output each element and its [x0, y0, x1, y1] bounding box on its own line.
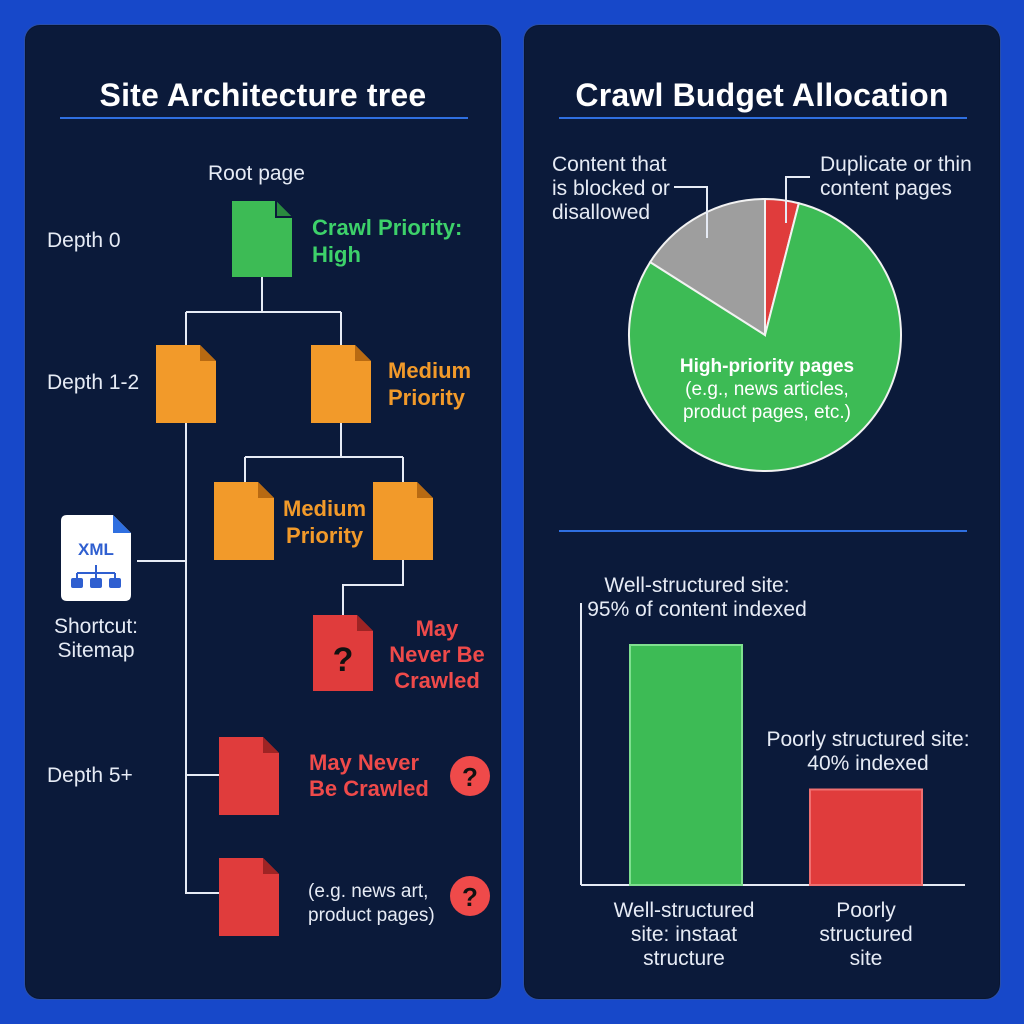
- bar-poorly-structured: [809, 788, 923, 886]
- depth-5-plus-label: Depth 5+: [47, 764, 133, 787]
- question-circle-icon: ?: [450, 876, 490, 916]
- pie-label-blocked: Content that is blocked or disallowed: [552, 153, 670, 224]
- xml-sitemap-icon: XML: [61, 515, 131, 601]
- root-page-label: Root page: [208, 162, 305, 185]
- tree-connectors: [137, 277, 404, 894]
- depth5-doc-icon-2: [219, 858, 279, 936]
- priority-high-label: Crawl Priority: High: [312, 215, 463, 267]
- pie-leader-lines: [674, 176, 810, 238]
- root-page-doc-icon: [232, 201, 292, 277]
- depth-0-label: Depth 0: [47, 229, 121, 252]
- depth5-doc-icon-1: [219, 737, 279, 815]
- tree-title: Site Architecture tree: [99, 77, 427, 113]
- depth1-right-doc-icon: [311, 345, 371, 423]
- pie-slice-high-priority: [628, 202, 902, 472]
- indexing-bar-chart: [580, 603, 965, 886]
- svg-text:?: ?: [462, 882, 478, 912]
- never-crawled-label-1: May Never Be Crawled: [389, 616, 485, 693]
- priority-medium-label-1: Medium Priority: [388, 358, 472, 410]
- crawl-budget-panel: Crawl Budget Allocation Content that is b…: [523, 24, 1001, 1000]
- crawl-title: Crawl Budget Allocation: [575, 77, 949, 113]
- tree-title-rule: [60, 117, 468, 119]
- crawl-pie-chart: [628, 176, 902, 472]
- svg-text:XML: XML: [78, 540, 114, 559]
- depth2-left-doc-icon: [214, 482, 274, 560]
- question-mark-glyph: ?: [333, 641, 354, 679]
- site-architecture-panel: Site Architecture tree: [24, 24, 502, 1000]
- section-divider: [559, 530, 967, 532]
- bar-category-label-well: Well-structured site: instaat structure: [613, 899, 755, 970]
- deep-unknown-doc-icon: ?: [313, 615, 373, 691]
- sitemap-shortcut-label: Shortcut: Sitemap: [53, 615, 139, 662]
- bar-annotation-poor: Poorly structured site: 40% indexed: [766, 728, 970, 775]
- priority-medium-label-2: Medium Priority: [283, 496, 367, 548]
- bar-annotation-well: Well-structured site: 95% of content inde…: [587, 574, 807, 621]
- pie-slice-blocked: [648, 197, 766, 337]
- pie-label-duplicate: Duplicate or thin content pages: [820, 153, 972, 200]
- tree-diagram: ? ? ? XML: [61, 201, 490, 936]
- crawl-title-rule: [559, 117, 967, 119]
- bar-well-structured: [629, 644, 743, 886]
- question-circle-icon: ?: [450, 756, 490, 796]
- depth-1-2-label: Depth 1-2: [47, 371, 140, 394]
- depth1-left-doc-icon: [156, 345, 216, 423]
- svg-text:?: ?: [462, 762, 478, 792]
- bar-category-label-poor: Poorly structured site: [819, 899, 913, 970]
- depth2-right-doc-icon: [373, 482, 433, 560]
- never-crawled-label-2: May Never Be Crawled: [309, 750, 429, 801]
- pie-label-high-priority: High-priority pages (e.g., news articles…: [679, 356, 855, 423]
- example-note: (e.g. news art, product pages): [308, 881, 435, 926]
